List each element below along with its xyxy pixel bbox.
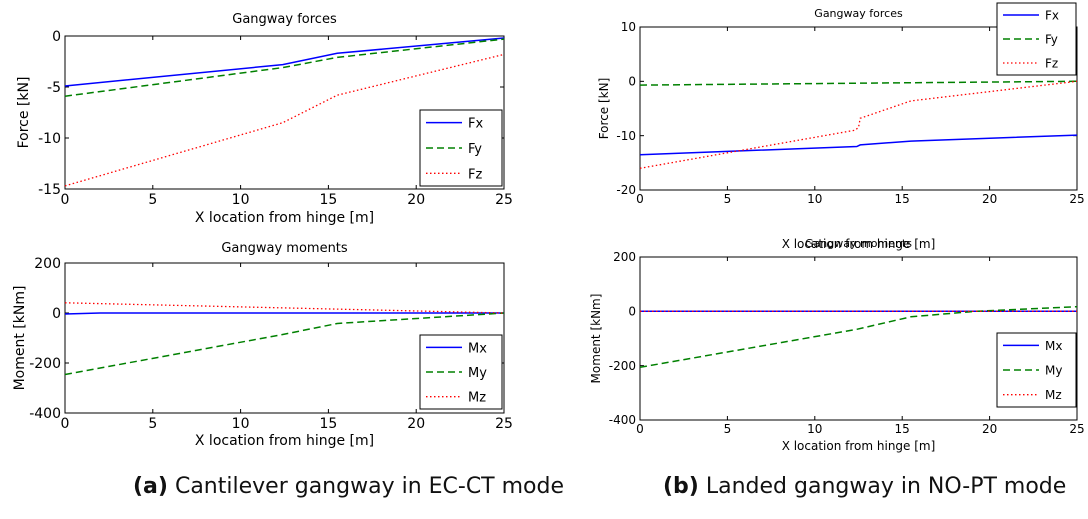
caption-a: (a) Cantilever gangway in EC-CT mode [133,474,564,499]
chart4-x-tick-label: 20 [982,422,997,436]
chart1-y-tick-label: -15 [38,182,61,198]
chart4-x-axis-label: X location from hinge [m] [782,439,936,453]
chart1-y-tick-label: -10 [38,131,61,147]
chart2-y-tick-label: 200 [34,256,61,272]
chart3-y-tick-label: -20 [616,183,636,197]
chart1-x-tick-label: 20 [407,192,425,208]
chart4-title: Gangway moments [805,237,912,250]
chart2-y-tick-label: 0 [52,306,61,322]
chart1-series-fy-line [64,38,505,97]
chart3-x-tick-label: 20 [982,192,997,206]
chart3-y-axis-label: Force [kN] [597,78,611,140]
chart3-x-tick-label: 25 [1069,192,1084,206]
chart4-legend-label-mz: Mz [1045,388,1062,402]
chart2-y-tick-label: -400 [29,406,61,422]
chart4-legend-label-mx: Mx [1045,339,1062,353]
chart3-series-fy-line [639,80,1078,86]
chart3-title: Gangway forces [814,7,903,20]
chart4-x-tick-label: 25 [1069,422,1084,436]
chart3-x-tick-label: 0 [636,192,644,206]
chart2-legend-label-my: My [468,366,487,381]
chart4-y-tick-label: -400 [609,413,636,427]
chart2-legend-label-mz: Mz [468,391,486,406]
chart1-x-tick-label: 15 [319,192,337,208]
chart3-x-tick-label: 15 [895,192,910,206]
chart1-x-tick-label: 25 [495,192,513,208]
chart4-x-tick-label: 0 [636,422,644,436]
chart3-series-fx-line [639,134,1078,156]
chart4-y-axis-label: Moment [kNm] [589,294,603,384]
chart1-series-fx-line [64,37,505,87]
chart4-y-tick-label: -200 [609,359,636,373]
chart2-x-axis-label: X location from hinge [m] [195,433,374,449]
chart2-x-tick-label: 10 [232,416,250,432]
chart2-title: Gangway moments [221,241,348,256]
chart1-series-fz-line [64,53,505,187]
chart2-x-tick-label: 20 [407,416,425,432]
caption-a-text: Cantilever gangway in EC-CT mode [174,474,565,499]
chart1-x-tick-label: 0 [61,192,70,208]
chart1-legend-label-fy: Fy [468,142,482,157]
chart2-y-axis-label: Moment [kNm] [12,286,28,391]
chart2-y-tick-label: -200 [29,356,61,372]
chart4-x-tick-label: 15 [895,422,910,436]
chart1-x-axis-label: X location from hinge [m] [195,210,374,226]
caption-a-label: (a) [133,474,168,499]
chart4-x-tick-label: 10 [807,422,822,436]
chart1-legend-label-fz: Fz [468,167,482,182]
chart3-y-tick-label: 10 [621,20,636,34]
chart2-x-tick-label: 0 [61,416,70,432]
chart4-y-tick-label: 0 [628,305,636,319]
chart4-y-tick-label: 200 [613,250,636,264]
caption-b-text: Landed gangway in NO-PT mode [705,474,1067,499]
caption-b-label: (b) [663,474,699,499]
chart3-x-tick-label: 10 [807,192,822,206]
chart3-y-tick-label: -10 [616,129,636,143]
chart1-y-tick-label: 0 [52,29,61,45]
chart2-series-mx-line [64,312,504,315]
chart3-x-axis-label: X location from hinge [m] [782,237,936,251]
chart1-x-tick-label: 10 [232,192,250,208]
chart2-x-tick-label: 5 [148,416,157,432]
chart2-legend-label-mx: Mx [468,341,487,356]
chart1-title: Gangway forces [232,12,337,27]
chart4-x-tick-label: 5 [724,422,732,436]
chart1-y-axis-label: Force [kN] [16,77,32,149]
chart2-x-tick-label: 25 [495,416,513,432]
chart3-x-tick-label: 5 [724,192,732,206]
chart1-x-tick-label: 5 [148,192,157,208]
chart2-series-my-line [64,312,505,376]
chart3-legend-label-fz: Fz [1045,57,1058,71]
chart3-y-tick-label: 0 [628,75,636,89]
chart1-legend-label-fx: Fx [468,117,483,132]
chart3-legend-label-fx: Fx [1045,9,1059,23]
chart4-series-my-line [639,305,1078,369]
chart4-legend-label-my: My [1045,364,1062,378]
chart1-y-tick-label: -5 [47,80,61,96]
chart2-series-mz-line [64,302,505,314]
chart3-legend-label-fy: Fy [1045,33,1058,47]
chart2-x-tick-label: 15 [319,416,337,432]
caption-b: (b) Landed gangway in NO-PT mode [663,474,1066,499]
